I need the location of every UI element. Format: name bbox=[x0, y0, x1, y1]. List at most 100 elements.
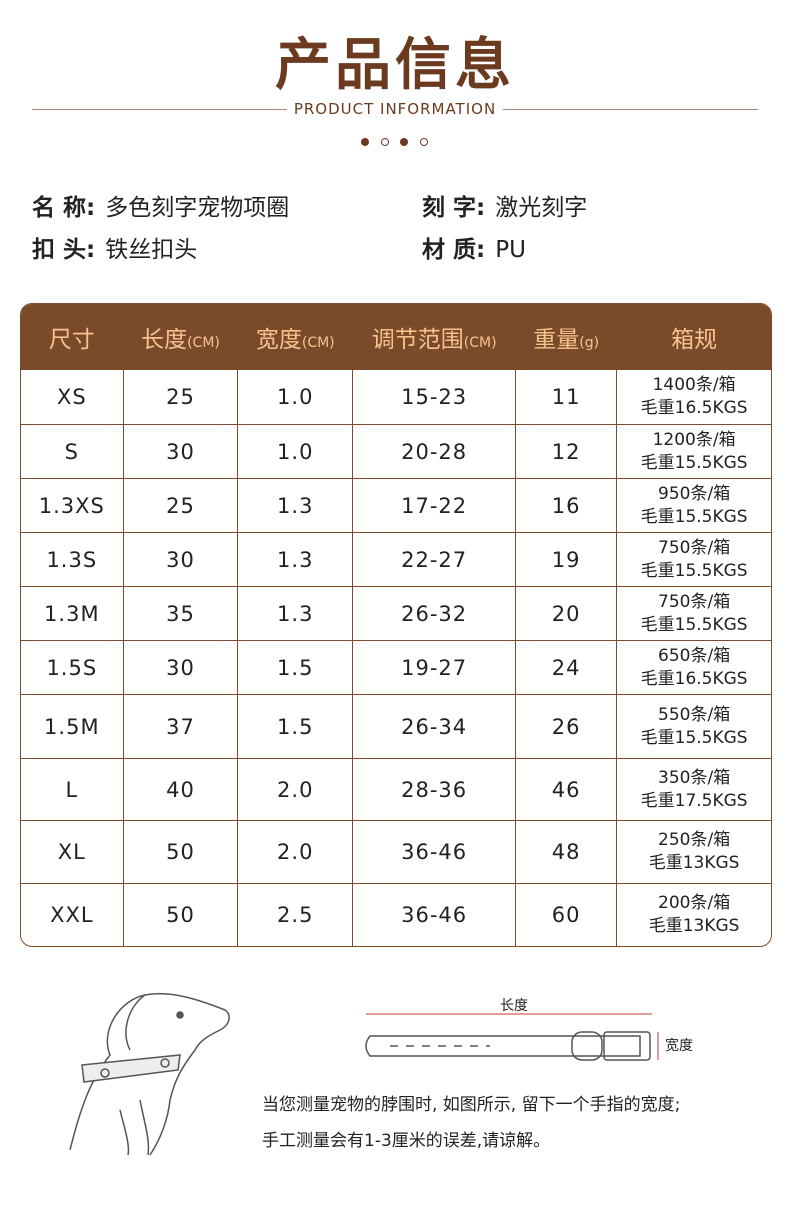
cell: 15-23 bbox=[352, 369, 516, 424]
cell: 1400条/箱 毛重16.5KGS bbox=[616, 369, 771, 424]
cell-line: 毛重15.5KGS bbox=[640, 727, 748, 748]
cell: 50 bbox=[122, 820, 238, 883]
cell-line: 1200条/箱 bbox=[652, 429, 736, 450]
rivet bbox=[100, 1068, 110, 1078]
cell-line: 毛重15.5KGS bbox=[640, 560, 748, 581]
cell: 35 bbox=[122, 586, 238, 640]
header-cell: 长度(CM) bbox=[122, 304, 238, 369]
cell: 1.5M bbox=[21, 694, 123, 758]
buckle bbox=[603, 1031, 651, 1061]
header-text: 尺寸 bbox=[48, 326, 95, 353]
cell: XS bbox=[21, 369, 123, 424]
note: 手工测量会有1-3厘米的误差,请谅解。 bbox=[262, 1131, 551, 1151]
header-unit: (CM) bbox=[187, 334, 220, 351]
row: 1.3XS 25 1.3 17-22 16 950条/箱 毛重15.5KGS bbox=[21, 478, 771, 532]
cell: 16 bbox=[515, 478, 617, 532]
cell: 1.3M bbox=[21, 586, 123, 640]
cell: 20 bbox=[515, 586, 617, 640]
cell: 46 bbox=[515, 758, 617, 820]
cell: 36-46 bbox=[352, 883, 516, 946]
cell: 1.5 bbox=[237, 694, 353, 758]
cell: 1.3 bbox=[237, 478, 353, 532]
header-cell: 尺寸 bbox=[21, 304, 123, 369]
cell: 30 bbox=[122, 532, 238, 586]
cell: 24 bbox=[515, 640, 617, 694]
cell: 1.5 bbox=[237, 640, 353, 694]
cell: 30 bbox=[122, 424, 238, 478]
cell: 350条/箱 毛重17.5KGS bbox=[616, 758, 771, 820]
spec-label: 名 称: bbox=[32, 195, 96, 221]
cell: 750条/箱 毛重15.5KGS bbox=[616, 586, 771, 640]
cell: 1.3S bbox=[21, 532, 123, 586]
cell: 1.0 bbox=[237, 424, 353, 478]
header-unit: (g) bbox=[579, 334, 600, 351]
spec-item: 扣 头: 铁丝扣头 bbox=[32, 230, 197, 264]
cell: 1.3 bbox=[237, 586, 353, 640]
header-cell: 调节范围(CM) bbox=[352, 304, 516, 369]
cell: XXL bbox=[21, 883, 123, 946]
spec-value: PU bbox=[495, 237, 526, 263]
header-cell: 重量(g) bbox=[515, 304, 617, 369]
collar bbox=[365, 1035, 641, 1057]
header-text: 长度 bbox=[141, 326, 188, 353]
spec-value: 铁丝扣头 bbox=[105, 237, 198, 263]
cell: 19 bbox=[515, 532, 617, 586]
cell: 20-28 bbox=[352, 424, 516, 478]
cell-line: 毛重16.5KGS bbox=[640, 398, 748, 418]
cell: 1.3 bbox=[237, 532, 353, 586]
hand bbox=[119, 1099, 150, 1156]
cell: 50 bbox=[122, 883, 238, 946]
header-text: 宽度 bbox=[255, 326, 302, 353]
cell: 2.0 bbox=[237, 758, 353, 820]
row: XL 50 2.0 36-46 48 250条/箱 毛重13KGS bbox=[21, 820, 771, 883]
cell-line: 650条/箱 bbox=[658, 645, 731, 666]
cell-line: 750条/箱 bbox=[658, 537, 731, 558]
subtitle: PRODUCT INFORMATION bbox=[293, 100, 497, 118]
header-text: 重量 bbox=[533, 326, 580, 353]
cell: 25 bbox=[122, 369, 238, 424]
row: XS 25 1.0 15-23 11 1400条/箱 毛重16.5KGS bbox=[21, 369, 771, 424]
length-label: 长度 bbox=[500, 998, 528, 1014]
cell-line: 毛重16.5KGS bbox=[640, 668, 748, 689]
cell: 30 bbox=[122, 640, 238, 694]
cell: 1200条/箱 毛重15.5KGS bbox=[616, 424, 771, 478]
header-cell: 箱规 bbox=[616, 304, 771, 369]
cell: 2.0 bbox=[237, 820, 353, 883]
dog-eye bbox=[176, 1011, 184, 1019]
rule bbox=[503, 109, 758, 110]
cell: 60 bbox=[515, 883, 617, 946]
dot bbox=[420, 138, 428, 146]
title: 产品信息 bbox=[275, 33, 515, 98]
cell: 1.5S bbox=[21, 640, 123, 694]
cell-line: 毛重17.5KGS bbox=[640, 790, 748, 811]
cell-line: 200条/箱 bbox=[658, 893, 731, 913]
note: 当您测量宠物的脖围时, 如图所示, 留下一个手指的宽度; bbox=[262, 1095, 681, 1115]
header-unit: (CM) bbox=[463, 334, 497, 351]
cell: 26-34 bbox=[352, 694, 516, 758]
cell: 250条/箱 毛重13KGS bbox=[616, 820, 771, 883]
dot bbox=[381, 138, 389, 146]
spec-item: 名 称: 多色刻字宠物项圈 bbox=[32, 188, 289, 222]
cell-line: 毛重15.5KGS bbox=[640, 452, 748, 473]
spec-label: 刻 字: bbox=[422, 195, 486, 221]
spec-item: 刻 字: 激光刻字 bbox=[422, 188, 587, 222]
spec-value: 多色刻字宠物项圈 bbox=[105, 195, 290, 221]
cell-line: 毛重15.5KGS bbox=[640, 506, 748, 527]
row: L 40 2.0 28-36 46 350条/箱 毛重17.5KGS bbox=[21, 758, 771, 820]
cell: L bbox=[21, 758, 123, 820]
row: 1.5M 37 1.5 26-34 26 550条/箱 毛重15.5KGS bbox=[21, 694, 771, 758]
header-unit: (CM) bbox=[301, 334, 335, 351]
cell-line: 毛重13KGS bbox=[648, 916, 740, 936]
row: XXL 50 2.5 36-46 60 200条/箱 毛重13KGS bbox=[21, 883, 771, 946]
dot bbox=[361, 138, 369, 146]
cell: 750条/箱 毛重15.5KGS bbox=[616, 532, 771, 586]
cell: 650条/箱 毛重16.5KGS bbox=[616, 640, 771, 694]
cell: 19-27 bbox=[352, 640, 516, 694]
cell: 950条/箱 毛重15.5KGS bbox=[616, 478, 771, 532]
cell-line: 750条/箱 bbox=[658, 591, 731, 612]
rule bbox=[32, 109, 287, 110]
loop bbox=[571, 1031, 603, 1061]
row: S 30 1.0 20-28 12 1200条/箱 毛重15.5KGS bbox=[21, 424, 771, 478]
cell-line: 350条/箱 bbox=[658, 767, 731, 788]
cell: 550条/箱 毛重15.5KGS bbox=[616, 694, 771, 758]
